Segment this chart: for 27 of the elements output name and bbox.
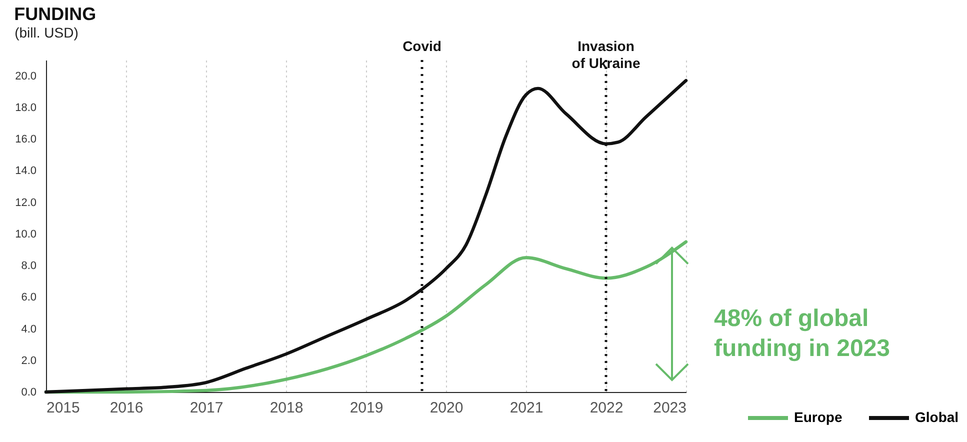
- y-tick-label: 12.0: [15, 196, 36, 209]
- x-tick-label: 2017: [190, 400, 224, 416]
- y-tick-label: 18.0: [15, 102, 36, 114]
- y-tick-label: 4.0: [21, 323, 36, 336]
- x-tick-label: 2022: [590, 400, 624, 416]
- y-tick-label: 10.0: [15, 228, 36, 240]
- y-tick-label: 0.0: [21, 386, 36, 398]
- ref-line-label: Covid: [402, 38, 442, 54]
- x-tick-label: 2016: [110, 400, 144, 416]
- y-tick-label: 6.0: [21, 292, 36, 304]
- y-tick-label: 20.0: [15, 70, 36, 82]
- x-tick-label: 2020: [430, 400, 464, 416]
- chart-title: FUNDING: [14, 4, 96, 24]
- x-tick-label: 2021: [510, 400, 544, 416]
- x-tick-label: 2023: [653, 400, 686, 416]
- legend-label: Global: [915, 409, 959, 425]
- x-tick-label: 2015: [46, 400, 80, 416]
- x-tick-label: 2018: [270, 400, 304, 416]
- ref-line-label: Invasion of Ukraine: [572, 38, 640, 71]
- legend-label: Europe: [794, 409, 842, 425]
- text: 48% of global funding in 2023: [714, 304, 890, 362]
- y-axis-title: (bill. USD): [14, 24, 78, 40]
- y-tick-label: 2.0: [21, 354, 36, 367]
- y-tick-label: 16.0: [15, 134, 36, 146]
- y-tick-label: 8.0: [21, 260, 36, 272]
- y-tick-label: 14.0: [15, 165, 36, 178]
- x-tick-label: 2019: [350, 400, 384, 416]
